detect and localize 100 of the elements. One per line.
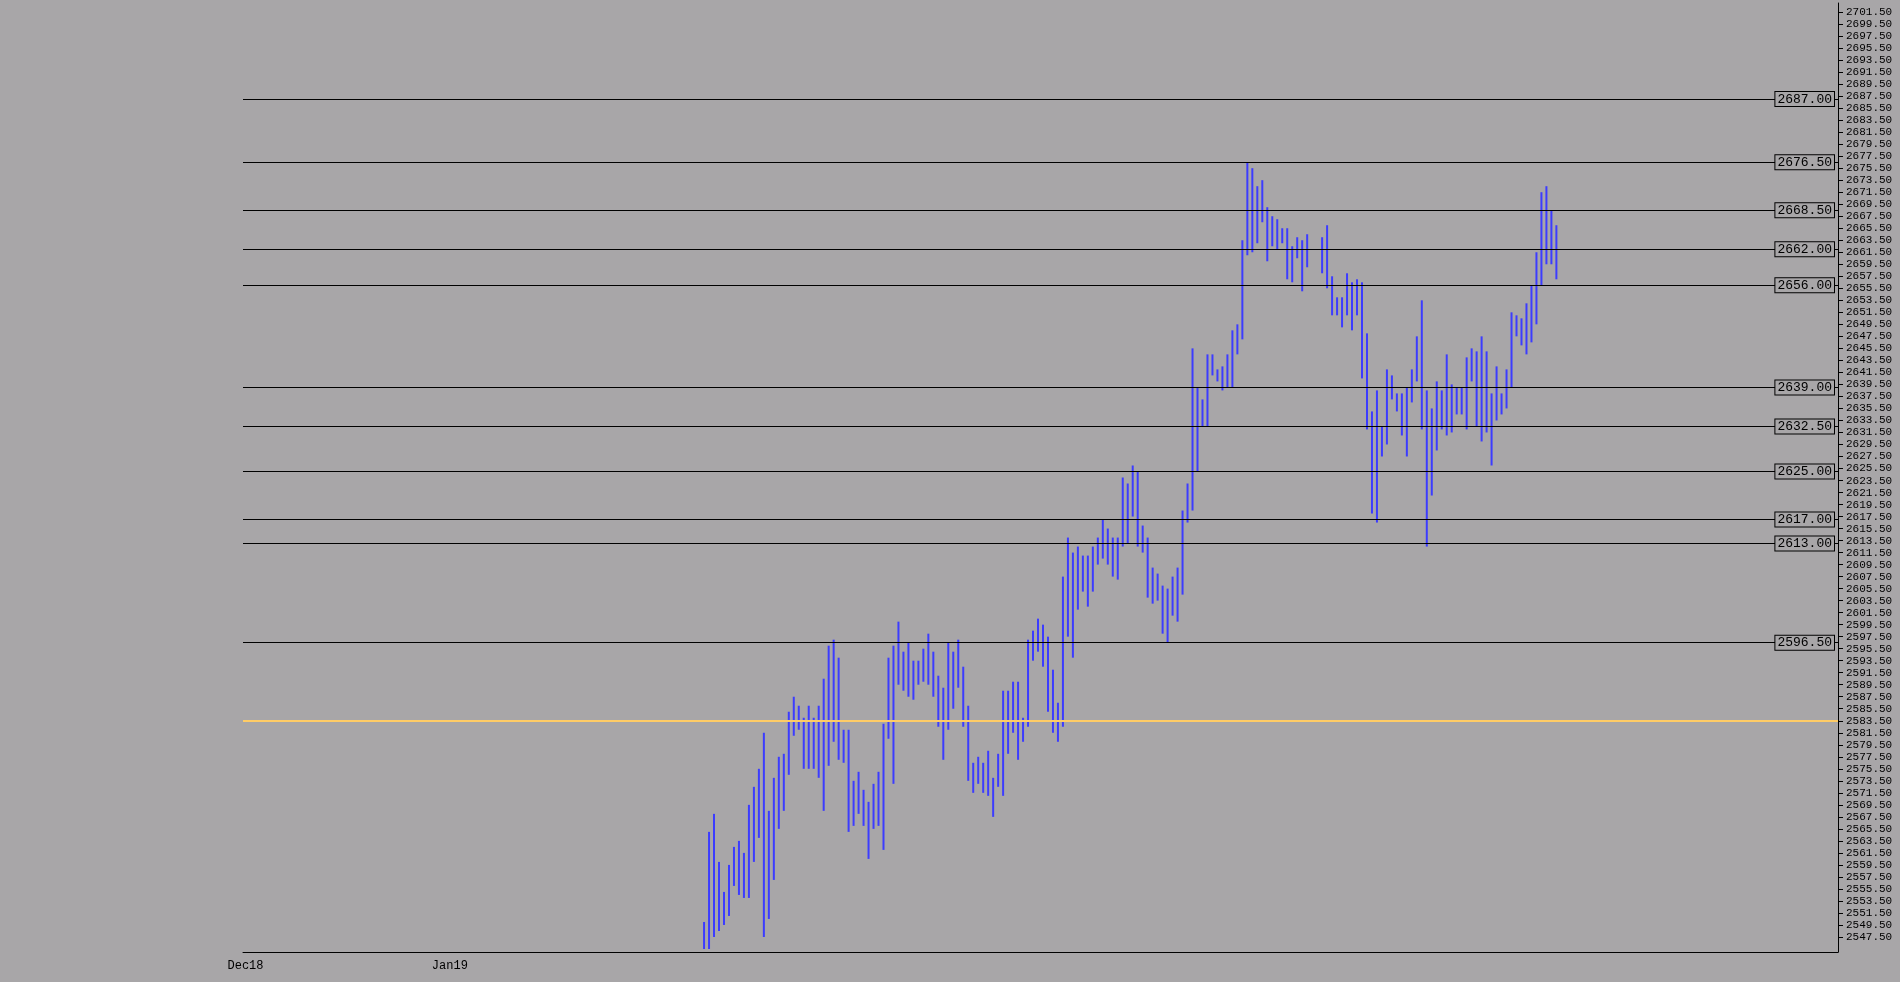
- bar: [867, 801, 870, 859]
- y-tick-label: 2653.50: [1846, 294, 1893, 307]
- bar: [1425, 390, 1428, 547]
- y-tick-label: 2697.50: [1846, 30, 1893, 43]
- bar: [1405, 387, 1408, 457]
- bar: [1495, 366, 1498, 421]
- bar: [1550, 210, 1553, 265]
- y-tick-label: 2605.50: [1846, 582, 1893, 595]
- bar: [1500, 393, 1503, 415]
- bar: [797, 705, 800, 730]
- y-tick-label: 2577.50: [1846, 750, 1893, 763]
- bar: [1455, 387, 1458, 415]
- y-tick-label: 2589.50: [1846, 678, 1893, 691]
- bar: [772, 777, 775, 880]
- bar: [1216, 369, 1219, 382]
- bar: [877, 771, 880, 826]
- bar: [1246, 162, 1249, 256]
- y-tick-label: 2679.50: [1846, 138, 1893, 151]
- bar: [1086, 555, 1089, 607]
- y-tick-label: 2553.50: [1846, 894, 1893, 907]
- y-tick-label: 2607.50: [1846, 570, 1893, 583]
- y-tick-label: 2609.50: [1846, 558, 1893, 571]
- bar: [1520, 318, 1523, 346]
- bar: [857, 771, 860, 814]
- y-tick-label: 2673.50: [1846, 174, 1893, 187]
- bar: [902, 651, 905, 691]
- bar: [1126, 483, 1129, 544]
- bar: [792, 696, 795, 736]
- bar: [1056, 702, 1059, 742]
- bar: [892, 645, 895, 784]
- y-tick-label: 2579.50: [1846, 738, 1893, 751]
- y-tick-label: 2683.50: [1846, 114, 1893, 127]
- y-tick-label: 2615.50: [1846, 522, 1893, 535]
- bar: [982, 762, 985, 793]
- bar: [1301, 240, 1304, 292]
- bar: [1141, 525, 1144, 553]
- y-tick-label: 2659.50: [1846, 258, 1893, 271]
- bar: [1430, 408, 1433, 496]
- ref-line-label: 2625.00: [1777, 463, 1832, 479]
- bar: [1266, 207, 1269, 262]
- bar: [997, 753, 1000, 787]
- y-tick-label: 2567.50: [1846, 810, 1893, 823]
- bar: [852, 780, 855, 826]
- bar: [718, 861, 721, 931]
- bar: [1186, 483, 1189, 523]
- y-tick-label: 2621.50: [1846, 486, 1893, 499]
- bar: [1012, 681, 1015, 733]
- bar: [767, 810, 770, 919]
- bar: [1510, 312, 1513, 388]
- y-tick-label: 2649.50: [1846, 318, 1893, 331]
- bar: [1166, 588, 1169, 643]
- bar: [1111, 537, 1114, 577]
- bar: [1206, 354, 1209, 427]
- bar: [1336, 297, 1339, 316]
- y-tick-label: 2563.50: [1846, 834, 1893, 847]
- bar: [887, 657, 890, 739]
- y-tick-label: 2637.50: [1846, 390, 1893, 403]
- bar: [952, 651, 955, 709]
- y-tick-label: 2561.50: [1846, 846, 1893, 859]
- bar: [1306, 234, 1309, 268]
- bar: [1156, 573, 1159, 601]
- y-tick-label: 2571.50: [1846, 786, 1893, 799]
- bar: [1375, 390, 1378, 523]
- bar: [1525, 303, 1528, 355]
- bar: [927, 633, 930, 685]
- bar: [1435, 381, 1438, 451]
- bar: [1061, 576, 1064, 727]
- y-tick-label: 2655.50: [1846, 282, 1893, 295]
- y-tick-label: 2587.50: [1846, 690, 1893, 703]
- bar: [737, 840, 740, 895]
- bar: [1331, 276, 1334, 316]
- bar: [1410, 369, 1413, 403]
- bar: [1505, 369, 1508, 409]
- bar: [1027, 639, 1030, 727]
- bar: [1465, 357, 1468, 430]
- bar: [1286, 228, 1289, 280]
- y-tick-label: 2633.50: [1846, 414, 1893, 427]
- bar: [817, 705, 820, 778]
- bar: [1326, 225, 1329, 289]
- bar: [747, 804, 750, 898]
- x-tick-label: Jan19: [431, 959, 468, 973]
- bar: [1161, 585, 1164, 634]
- y-tick-label: 2575.50: [1846, 762, 1893, 775]
- bar: [787, 711, 790, 775]
- bar: [1121, 477, 1124, 547]
- bar: [1081, 555, 1084, 592]
- y-tick-label: 2625.50: [1846, 462, 1893, 475]
- bar: [727, 864, 730, 916]
- y-tick-label: 2681.50: [1846, 126, 1893, 139]
- y-tick-label: 2693.50: [1846, 54, 1893, 67]
- bar: [812, 717, 815, 769]
- bar: [987, 750, 990, 796]
- bar: [1360, 282, 1363, 379]
- ref-line-label: 2662.00: [1777, 241, 1832, 257]
- y-tick-label: 2555.50: [1846, 882, 1893, 895]
- bar: [1445, 354, 1448, 436]
- y-tick-label: 2601.50: [1846, 606, 1893, 619]
- bar: [962, 666, 965, 727]
- bar: [1007, 690, 1010, 754]
- y-tick-label: 2597.50: [1846, 630, 1893, 643]
